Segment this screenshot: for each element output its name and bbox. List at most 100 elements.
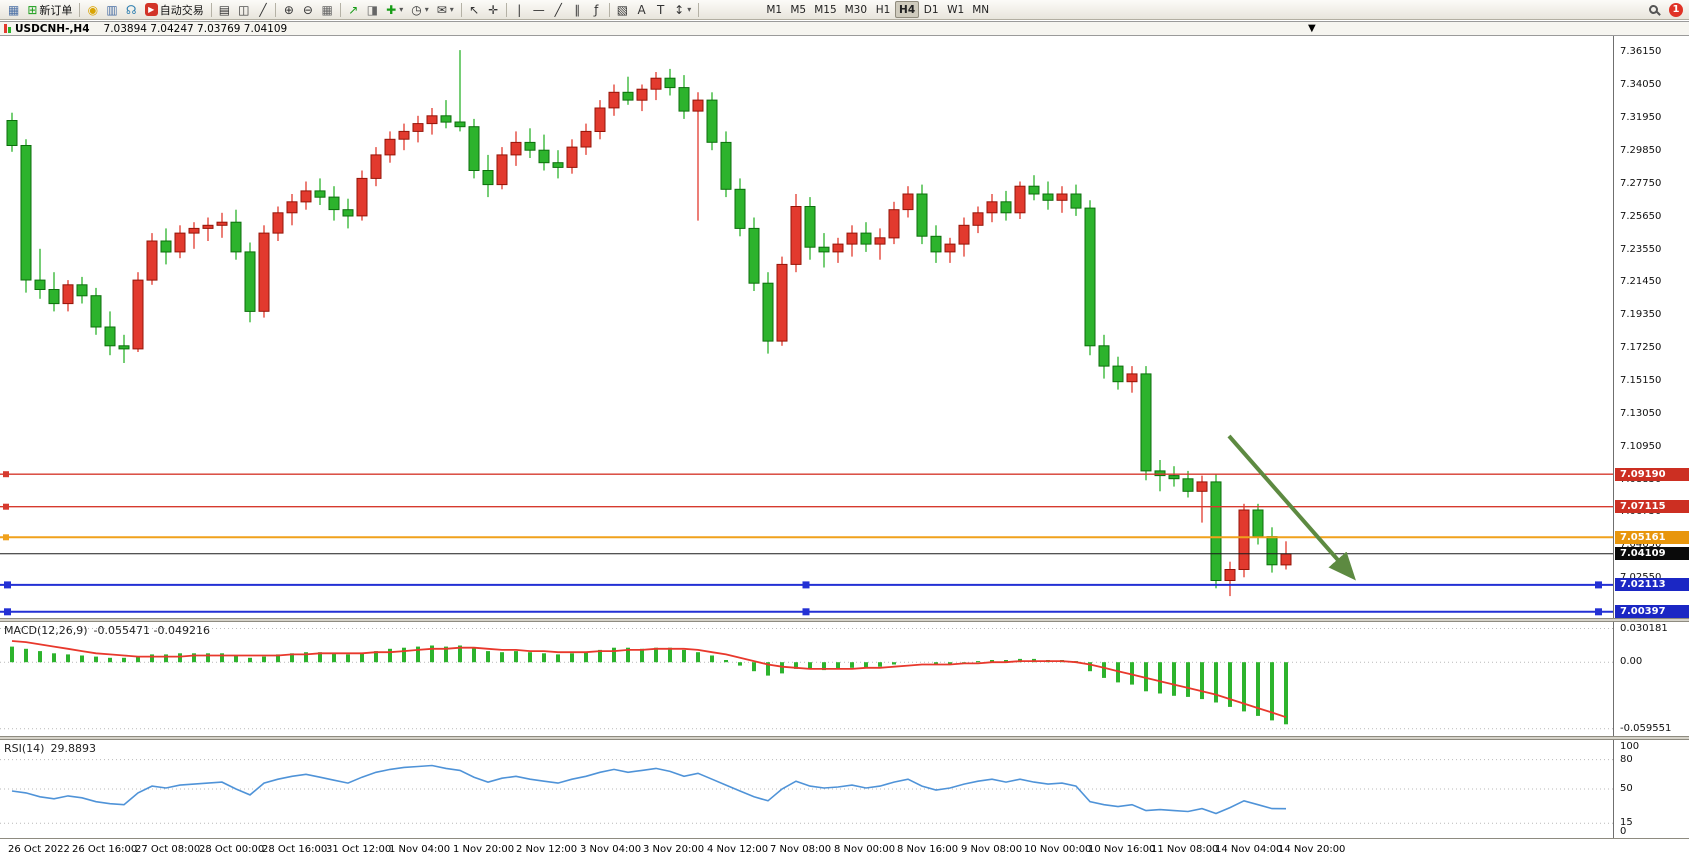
candle	[272, 212, 284, 234]
candle	[188, 227, 200, 234]
market-watch-button[interactable]: ▥	[102, 1, 121, 18]
shapes-button[interactable]: ▧	[613, 1, 632, 18]
candle	[706, 99, 718, 143]
indicator-window-icon: ◨	[366, 2, 379, 17]
search-button[interactable]	[1644, 1, 1663, 18]
timeframe-h1-button[interactable]: H1	[875, 3, 891, 16]
time-axis[interactable]: 26 Oct 2022 26 Oct 16:00 27 Oct 08:00 28 Oc…	[0, 838, 1689, 861]
timeframe-m5-button[interactable]: M5	[790, 3, 807, 16]
market-watch-icon: ▥	[106, 2, 118, 17]
crosshair-button[interactable]: ✛	[484, 1, 503, 18]
rsi-scale-label: 80	[1620, 754, 1633, 765]
candle	[916, 193, 928, 237]
timeframe-mn-button[interactable]: MN	[972, 3, 990, 16]
main-chart[interactable]	[0, 36, 1613, 618]
candle	[524, 141, 536, 151]
timeframe-m15-button[interactable]: M15	[814, 3, 837, 16]
hline-handle	[1595, 608, 1602, 616]
horizontal-line-button[interactable]: —	[529, 1, 549, 18]
text-button[interactable]: A	[632, 1, 651, 18]
candle	[132, 279, 144, 350]
panel-separator[interactable]	[0, 618, 1689, 622]
channel-icon: ∥	[574, 2, 581, 17]
price-axis[interactable]: 7.36150 7.34050 7.31950 7.29850 7.27750 7.256…	[1613, 36, 1689, 618]
chart-window-titlebar[interactable]: USDCNH-,H4 7.03894 7.04247 7.03769 7.041…	[0, 21, 1689, 36]
candle	[468, 126, 480, 171]
toolbar-right-group: 1	[1644, 1, 1685, 18]
line-chart-button[interactable]: ╱	[253, 1, 272, 18]
cursor-button[interactable]: ↖	[465, 1, 484, 18]
auto-trading-button[interactable]: ▶ 自动交易	[141, 1, 208, 18]
chart-dropdown-arrow[interactable]: ▼	[1308, 23, 1316, 34]
timeframe-w1-button[interactable]: W1	[947, 3, 965, 16]
panel-separator[interactable]	[0, 736, 1689, 740]
indicator-window-button[interactable]: ◨	[363, 1, 382, 18]
time-axis-label: 11 Nov 08:00	[1151, 844, 1219, 855]
time-axis-label: 3 Nov 20:00	[643, 844, 705, 855]
zoom-in-button[interactable]: ⊕	[279, 1, 298, 18]
timeframe-d1-button[interactable]: D1	[923, 3, 939, 16]
indicators-button[interactable]: ↗	[344, 1, 363, 18]
new-order-label: 新订单	[39, 3, 73, 17]
text-label-button[interactable]: T	[651, 1, 670, 18]
arrows-button[interactable]: ↕ ▾	[670, 1, 695, 18]
macd-axis[interactable]: 0.030181 0.00 -0.059551	[1613, 622, 1689, 736]
candle	[104, 326, 116, 347]
hline-handle	[3, 471, 9, 478]
auto-trading-label: 自动交易	[159, 3, 204, 17]
chart-window-button[interactable]: ▦	[4, 1, 23, 18]
arrows-dropdown-icon: ▾	[687, 5, 692, 14]
candle	[6, 120, 18, 146]
time-axis-label: 14 Nov 20:00	[1278, 844, 1346, 855]
candle	[762, 282, 774, 342]
bars-chart-button[interactable]: ▤	[215, 1, 234, 18]
price-tick-label: 7.25650	[1620, 211, 1662, 222]
toolbar-separator	[698, 2, 700, 17]
new-order-button[interactable]: ⊞ 新订单	[23, 1, 76, 18]
vertical-line-button[interactable]: |	[510, 1, 529, 18]
support-button[interactable]: ☊	[122, 1, 141, 18]
tile-windows-button[interactable]: ▦	[317, 1, 336, 18]
rsi-chart[interactable]	[0, 740, 1613, 838]
candle	[818, 246, 830, 253]
candle	[804, 206, 816, 248]
hline-handle	[802, 608, 810, 616]
alerts-button[interactable]: ◉	[83, 1, 102, 18]
candle	[790, 206, 802, 265]
macd-signal-line	[11, 640, 1287, 719]
chart-symbol-period: USDCNH-,H4	[15, 22, 90, 35]
fibonacci-button[interactable]: ƒ	[587, 1, 606, 18]
candle	[370, 154, 382, 179]
timeframe-m1-button[interactable]: M1	[766, 3, 783, 16]
tile-windows-icon: ▦	[321, 2, 333, 17]
macd-chart[interactable]	[0, 622, 1613, 736]
candle	[846, 232, 858, 245]
macd-scale-label: 0.00	[1620, 656, 1643, 667]
periods-button[interactable]: ◷ ▾	[407, 1, 433, 18]
news-dropdown-icon: ▾	[449, 5, 454, 14]
zoom-out-button[interactable]: ⊖	[298, 1, 317, 18]
price-tick-label: 7.02550	[1620, 572, 1661, 583]
trendline-button[interactable]: ╱	[549, 1, 568, 18]
candle	[720, 141, 732, 190]
rsi-axis[interactable]: 100 80 50 15 0	[1613, 740, 1689, 838]
add-indicator-button[interactable]: ✚ ▾	[382, 1, 407, 18]
candle	[258, 232, 270, 312]
macd-label: MACD(12,26,9)	[4, 624, 88, 637]
timeframe-h4-button[interactable]: H4	[895, 1, 920, 18]
price-tag-7.07115: 7.07115	[1615, 500, 1689, 513]
trendline-icon: ╱	[554, 2, 562, 17]
news-button[interactable]: ✉ ▾	[433, 1, 458, 18]
main-chart-panel: 7.36150 7.34050 7.31950 7.29850 7.27750 7.256…	[0, 36, 1689, 618]
candles-chart-button[interactable]: ◫	[234, 1, 253, 18]
price-tag-7.00397: 7.00397	[1615, 605, 1689, 618]
hline-handle	[1595, 581, 1602, 589]
notification-badge[interactable]: 1	[1669, 2, 1683, 17]
hline-handle	[4, 581, 11, 589]
timeframe-m30-button[interactable]: M30	[844, 3, 868, 16]
price-tick-label: 7.31950	[1620, 112, 1662, 123]
time-axis-label: 10 Nov 00:00	[1024, 844, 1092, 855]
price-tick-label: 7.15150	[1620, 375, 1662, 386]
channel-button[interactable]: ∥	[568, 1, 587, 18]
cursor-icon: ↖	[469, 2, 480, 17]
